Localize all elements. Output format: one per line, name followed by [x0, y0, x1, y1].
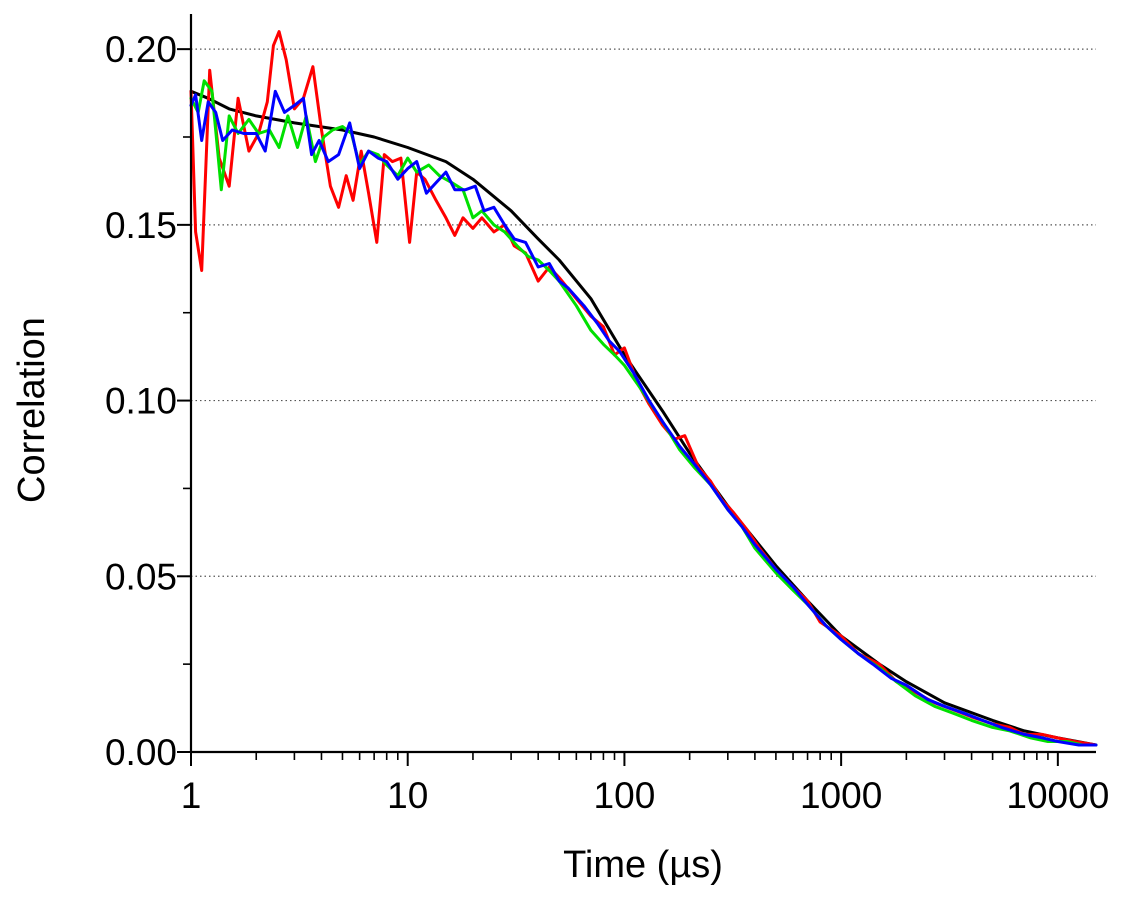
x-axis-title: Time (µs) [563, 844, 723, 886]
x-tick-label-3: 1000 [800, 775, 882, 816]
y-tick-label-4: 0.20 [105, 29, 177, 70]
x-tick-label-1: 10 [387, 775, 428, 816]
series-line-3 [189, 89, 1098, 747]
y-tick-label-2: 0.10 [105, 381, 177, 422]
axis-ticks [177, 48, 1059, 766]
y-tick-label-0: 0.00 [105, 732, 177, 773]
x-tick-label-4: 10000 [1006, 775, 1109, 816]
y-tick-label-1: 0.05 [105, 556, 177, 597]
x-tick-label-2: 100 [594, 775, 656, 816]
series-line-0 [189, 89, 1098, 747]
series-line-2 [189, 79, 1098, 747]
tick-labels: 0.00 0.05 0.10 0.15 0.20 1 10 100 1000 10000 [105, 29, 1109, 816]
x-tick-label-0: 1 [181, 775, 202, 816]
y-axis-title: Correlation [11, 317, 53, 503]
series-lines [189, 30, 1098, 747]
y-tick-label-3: 0.15 [105, 205, 177, 246]
